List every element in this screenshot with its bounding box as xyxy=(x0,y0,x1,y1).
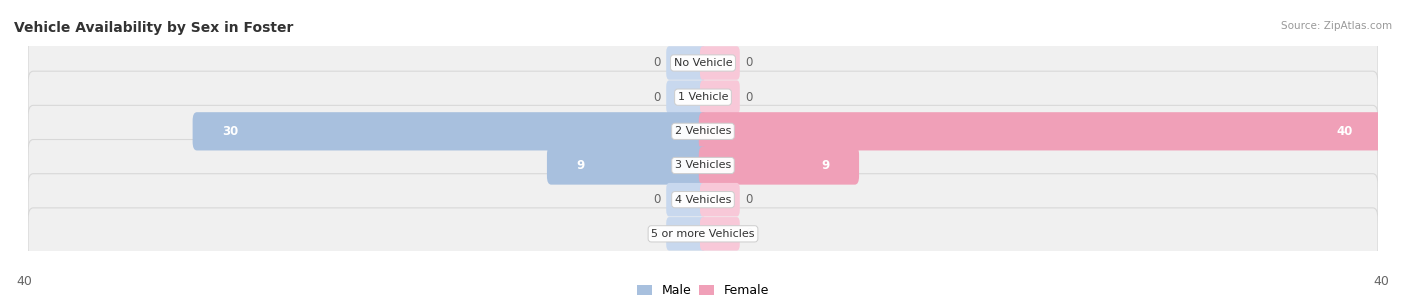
Text: 2 Vehicles: 2 Vehicles xyxy=(675,126,731,136)
FancyBboxPatch shape xyxy=(28,208,1378,260)
FancyBboxPatch shape xyxy=(28,37,1378,89)
Text: 0: 0 xyxy=(745,227,752,240)
FancyBboxPatch shape xyxy=(666,183,706,216)
FancyBboxPatch shape xyxy=(666,217,706,251)
FancyBboxPatch shape xyxy=(28,174,1378,226)
FancyBboxPatch shape xyxy=(28,140,1378,192)
FancyBboxPatch shape xyxy=(699,146,859,185)
Text: 40: 40 xyxy=(1336,125,1353,138)
Text: 0: 0 xyxy=(745,91,752,104)
Text: Source: ZipAtlas.com: Source: ZipAtlas.com xyxy=(1281,21,1392,32)
Text: 0: 0 xyxy=(654,91,661,104)
Text: 5 or more Vehicles: 5 or more Vehicles xyxy=(651,229,755,239)
FancyBboxPatch shape xyxy=(547,146,707,185)
Text: 0: 0 xyxy=(654,227,661,240)
Text: 0: 0 xyxy=(745,193,752,206)
FancyBboxPatch shape xyxy=(699,112,1382,151)
Text: 0: 0 xyxy=(654,57,661,69)
Text: 3 Vehicles: 3 Vehicles xyxy=(675,160,731,170)
Text: 9: 9 xyxy=(576,159,585,172)
FancyBboxPatch shape xyxy=(700,46,740,80)
FancyBboxPatch shape xyxy=(28,105,1378,157)
Text: 1 Vehicle: 1 Vehicle xyxy=(678,92,728,102)
FancyBboxPatch shape xyxy=(700,217,740,251)
FancyBboxPatch shape xyxy=(700,183,740,216)
Text: 9: 9 xyxy=(821,159,830,172)
Text: 40: 40 xyxy=(1374,275,1389,288)
FancyBboxPatch shape xyxy=(193,112,707,151)
Text: No Vehicle: No Vehicle xyxy=(673,58,733,68)
Text: 4 Vehicles: 4 Vehicles xyxy=(675,195,731,205)
Text: 40: 40 xyxy=(17,275,32,288)
Text: 0: 0 xyxy=(654,193,661,206)
Text: Vehicle Availability by Sex in Foster: Vehicle Availability by Sex in Foster xyxy=(14,21,294,35)
FancyBboxPatch shape xyxy=(666,80,706,114)
Text: 0: 0 xyxy=(745,57,752,69)
FancyBboxPatch shape xyxy=(666,46,706,80)
Legend: Male, Female: Male, Female xyxy=(631,279,775,302)
Text: 30: 30 xyxy=(222,125,239,138)
FancyBboxPatch shape xyxy=(700,80,740,114)
FancyBboxPatch shape xyxy=(28,71,1378,123)
